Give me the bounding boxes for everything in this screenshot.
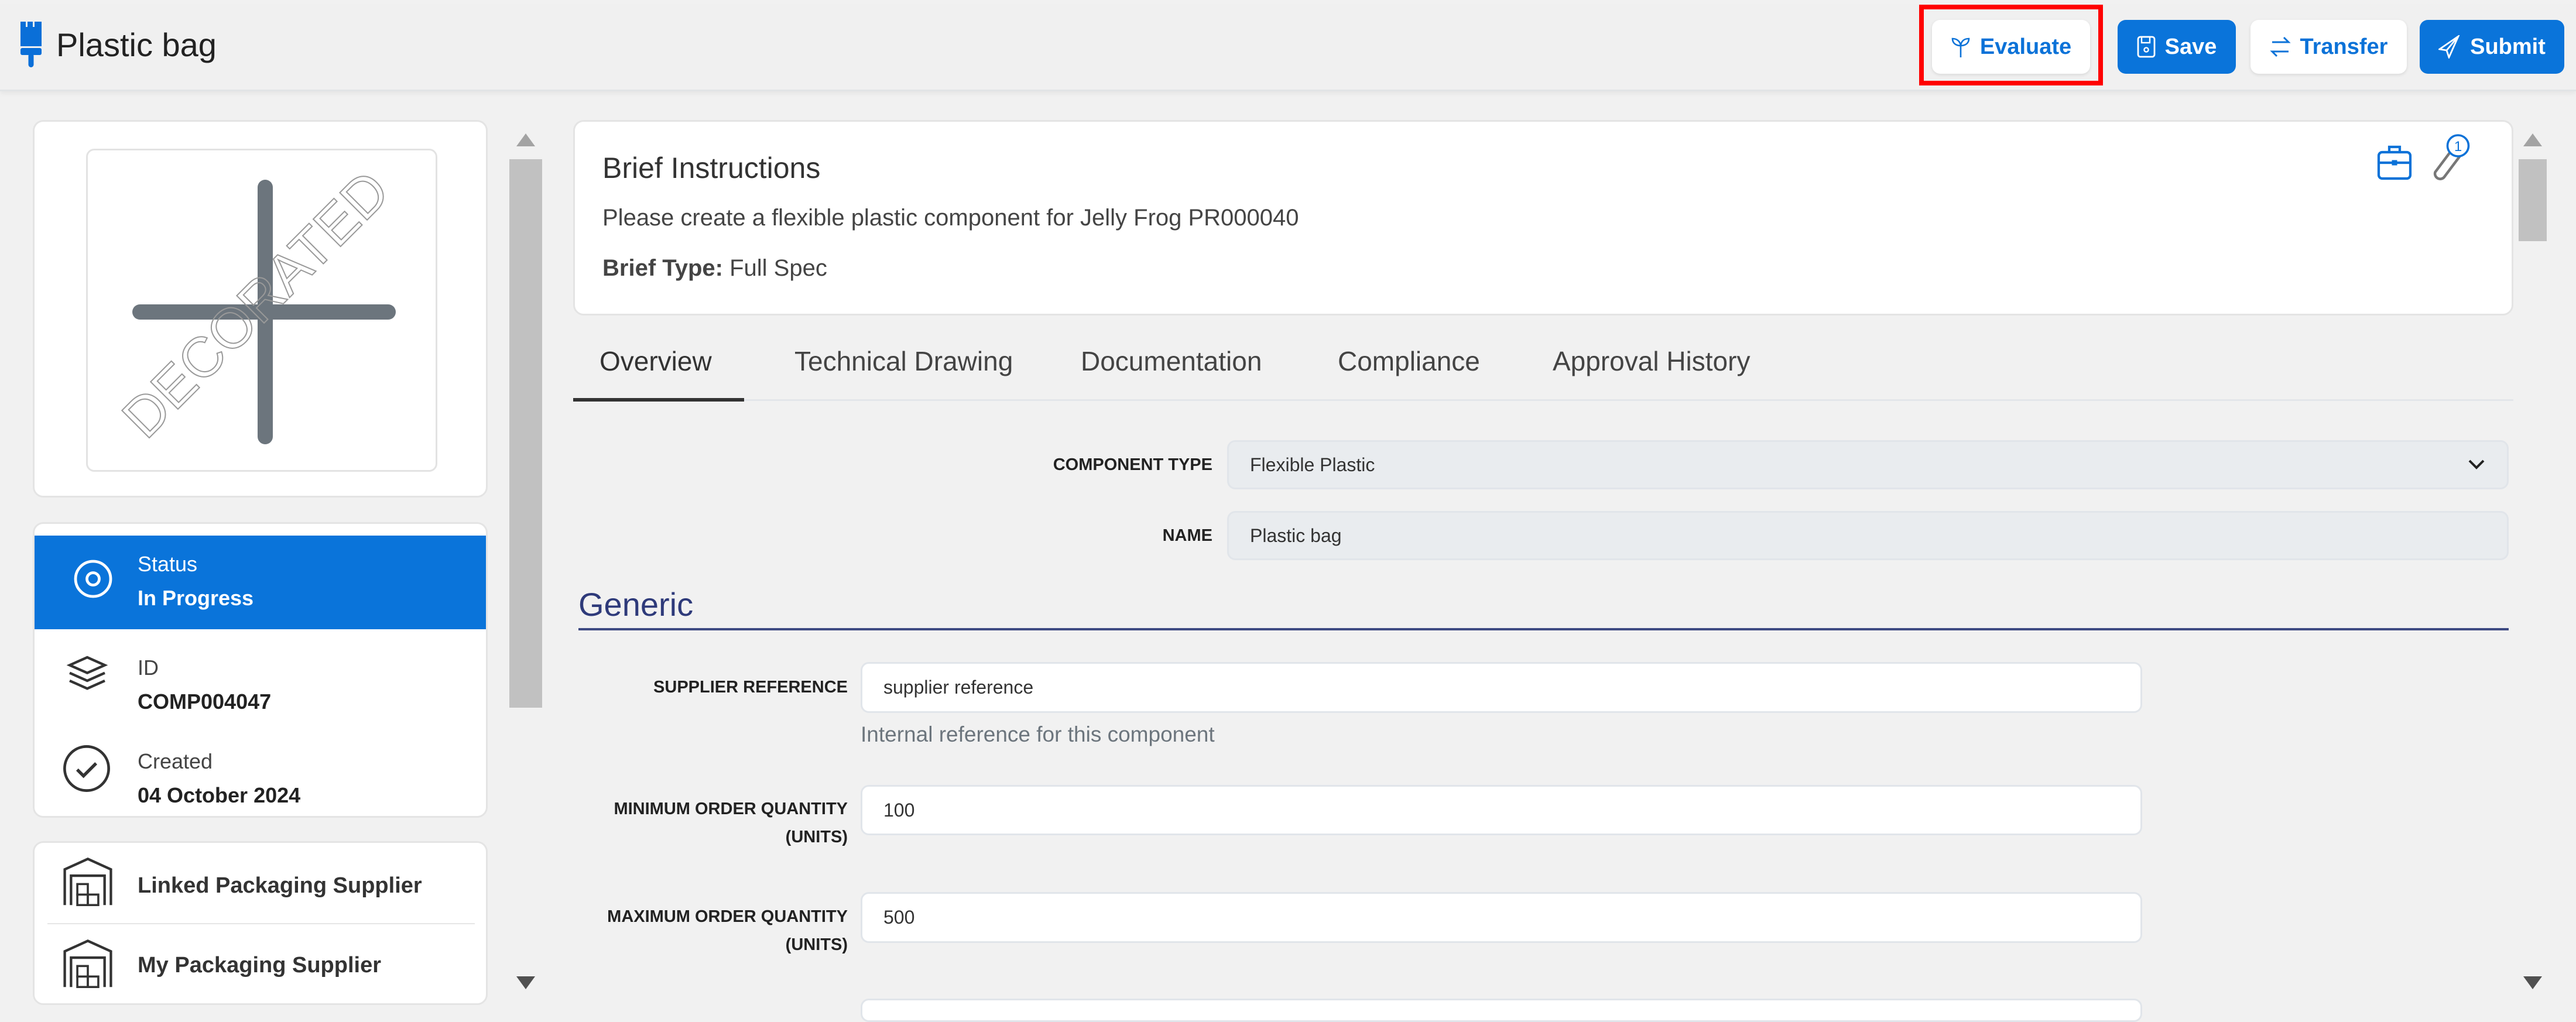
max-order-label: MAXIMUM ORDER QUANTITY (UNITS) bbox=[527, 903, 848, 959]
max-order-label-line: MAXIMUM ORDER QUANTITY bbox=[607, 907, 848, 926]
evaluate-label: Evaluate bbox=[1979, 34, 2072, 59]
tab-documentation[interactable]: Documentation bbox=[1081, 346, 1262, 376]
submit-button[interactable]: Submit bbox=[2420, 20, 2564, 74]
supplier-reference-help: Internal reference for this component bbox=[861, 722, 1215, 746]
suppliers-card: Linked Packaging Supplier My Packaging S… bbox=[33, 841, 488, 1005]
component-type-select[interactable]: Flexible Plastic bbox=[1227, 440, 2509, 489]
placeholder-cross-icon: DECORATED bbox=[110, 159, 402, 451]
sprout-icon bbox=[1951, 37, 1970, 57]
created-value: 04 October 2024 bbox=[138, 783, 301, 807]
status-value: In Progress bbox=[138, 586, 254, 610]
tab-approval-history[interactable]: Approval History bbox=[1553, 346, 1751, 376]
supplier-item[interactable]: My Packaging Supplier bbox=[35, 931, 486, 995]
transfer-arrows-icon bbox=[2269, 36, 2291, 57]
min-order-label: MINIMUM ORDER QUANTITY (UNITS) bbox=[527, 795, 848, 851]
save-label: Save bbox=[2164, 34, 2217, 59]
max-order-label-unit: (UNITS) bbox=[785, 935, 848, 954]
paintbrush-icon bbox=[20, 22, 42, 67]
info-card: Status In Progress ID COMP004047 Created… bbox=[33, 522, 488, 818]
warehouse-icon bbox=[63, 939, 112, 988]
tab-compliance[interactable]: Compliance bbox=[1338, 346, 1480, 376]
active-tab-indicator bbox=[573, 398, 744, 402]
paper-plane-icon bbox=[2438, 35, 2460, 59]
supplier-name: Linked Packaging Supplier bbox=[138, 873, 422, 898]
supplier-reference-value: supplier reference bbox=[883, 677, 1034, 698]
floppy-disk-icon bbox=[2137, 36, 2156, 58]
component-type-label: COMPONENT TYPE bbox=[1053, 455, 1212, 474]
supplier-reference-label: SUPPLIER REFERENCE bbox=[653, 678, 848, 697]
component-type-value: Flexible Plastic bbox=[1250, 454, 1375, 475]
attachment-count-badge: 1 bbox=[2454, 139, 2462, 155]
scroll-down-arrow-icon[interactable] bbox=[516, 976, 535, 989]
brief-card: Brief Instructions Please create a flexi… bbox=[573, 120, 2513, 315]
min-order-input[interactable]: 100 bbox=[861, 785, 2142, 835]
component-image: DECORATED bbox=[86, 149, 437, 472]
scroll-down-arrow-icon[interactable] bbox=[2523, 976, 2542, 989]
supplier-item[interactable]: Linked Packaging Supplier bbox=[35, 855, 486, 919]
scroll-up-arrow-icon[interactable] bbox=[2523, 133, 2542, 146]
layers-icon bbox=[66, 656, 108, 690]
supplier-name: My Packaging Supplier bbox=[138, 953, 381, 978]
status-label: Status bbox=[138, 552, 198, 576]
status-circle-icon bbox=[74, 560, 112, 598]
min-order-label-line: MINIMUM ORDER QUANTITY bbox=[614, 800, 848, 818]
evaluate-button[interactable]: Evaluate bbox=[1932, 20, 2090, 74]
min-order-value: 100 bbox=[883, 799, 915, 821]
component-image-card: DECORATED bbox=[33, 120, 488, 498]
min-order-label-unit: (UNITS) bbox=[785, 828, 848, 846]
name-label: NAME bbox=[1162, 526, 1212, 545]
transfer-button[interactable]: Transfer bbox=[2250, 20, 2407, 74]
sidebar-scroll-thumb[interactable] bbox=[509, 159, 542, 708]
supplier-reference-input[interactable]: supplier reference bbox=[861, 662, 2142, 713]
submit-label: Submit bbox=[2470, 34, 2546, 59]
max-order-value: 500 bbox=[883, 907, 915, 928]
transfer-label: Transfer bbox=[2300, 34, 2388, 59]
id-value: COMP004047 bbox=[138, 690, 272, 714]
created-label: Created bbox=[138, 749, 213, 773]
decorated-watermark: DECORATED bbox=[111, 159, 402, 450]
section-heading-generic: Generic bbox=[578, 586, 694, 623]
warehouse-icon bbox=[63, 858, 112, 906]
highlight-box bbox=[1919, 5, 2103, 85]
name-value: Plastic bag bbox=[1250, 524, 1342, 546]
paperclip-icon[interactable]: 1 bbox=[2426, 133, 2471, 186]
main-scroll-thumb[interactable] bbox=[2519, 159, 2547, 241]
next-input[interactable] bbox=[861, 999, 2142, 1022]
brief-title: Brief Instructions bbox=[602, 152, 821, 184]
max-order-input[interactable]: 500 bbox=[861, 892, 2142, 943]
chevron-down-icon bbox=[2468, 459, 2485, 469]
main-scrollbar[interactable] bbox=[2519, 120, 2547, 1004]
brief-type-value: Full Spec bbox=[729, 255, 827, 281]
section-underline bbox=[578, 628, 2509, 630]
tab-divider bbox=[573, 399, 2513, 401]
tab-overview[interactable]: Overview bbox=[600, 346, 712, 376]
brief-type-label: Brief Type: bbox=[602, 255, 723, 281]
id-label: ID bbox=[138, 656, 159, 680]
check-circle-icon bbox=[63, 745, 110, 792]
scroll-up-arrow-icon[interactable] bbox=[516, 133, 535, 146]
tab-technical-drawing[interactable]: Technical Drawing bbox=[794, 346, 1013, 376]
page-title: Plastic bag bbox=[56, 26, 217, 63]
name-field[interactable]: Plastic bag bbox=[1227, 511, 2509, 560]
save-button[interactable]: Save bbox=[2118, 20, 2236, 74]
briefcase-icon[interactable] bbox=[2377, 142, 2412, 180]
status-row: Status In Progress bbox=[35, 536, 486, 629]
divider bbox=[47, 923, 475, 924]
brief-text: Please create a flexible plastic compone… bbox=[602, 205, 1299, 231]
